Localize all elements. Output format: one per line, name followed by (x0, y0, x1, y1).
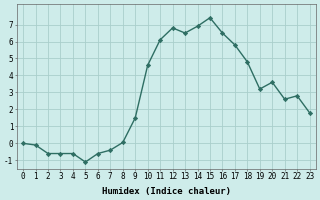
X-axis label: Humidex (Indice chaleur): Humidex (Indice chaleur) (102, 187, 231, 196)
